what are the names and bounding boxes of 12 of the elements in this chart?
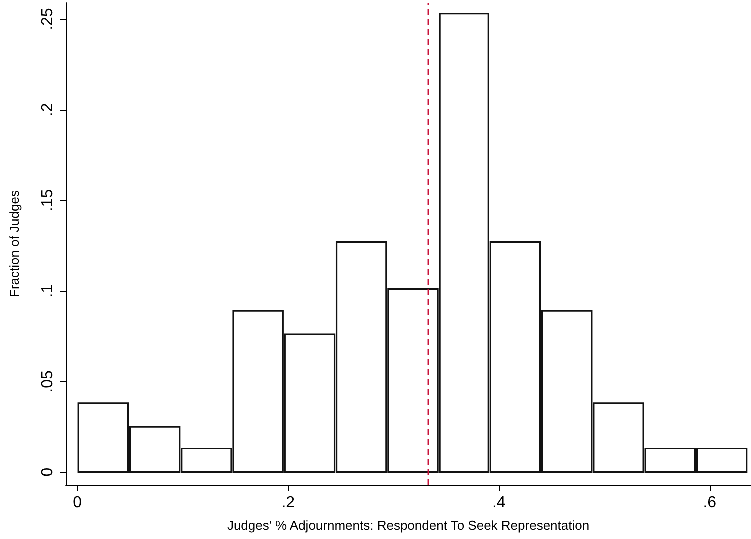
x-tick-label: .4 (492, 494, 506, 512)
y-tick-label: .15 (40, 189, 56, 212)
x-tick-label: .6 (703, 494, 717, 512)
y-tick-label: .1 (40, 284, 56, 298)
x-axis-title: Judges' % Adjournments: Respondent To Seek Representation (227, 518, 590, 533)
y-tick-label: .05 (40, 370, 56, 393)
x-tick-label: 0 (73, 494, 82, 512)
x-tick-label: .2 (282, 494, 296, 512)
y-tick-label: .2 (40, 103, 56, 117)
y-tick-label: .25 (40, 8, 56, 30)
y-tick-label: 0 (40, 468, 56, 477)
y-axis-title: Fraction of Judges (7, 190, 22, 298)
